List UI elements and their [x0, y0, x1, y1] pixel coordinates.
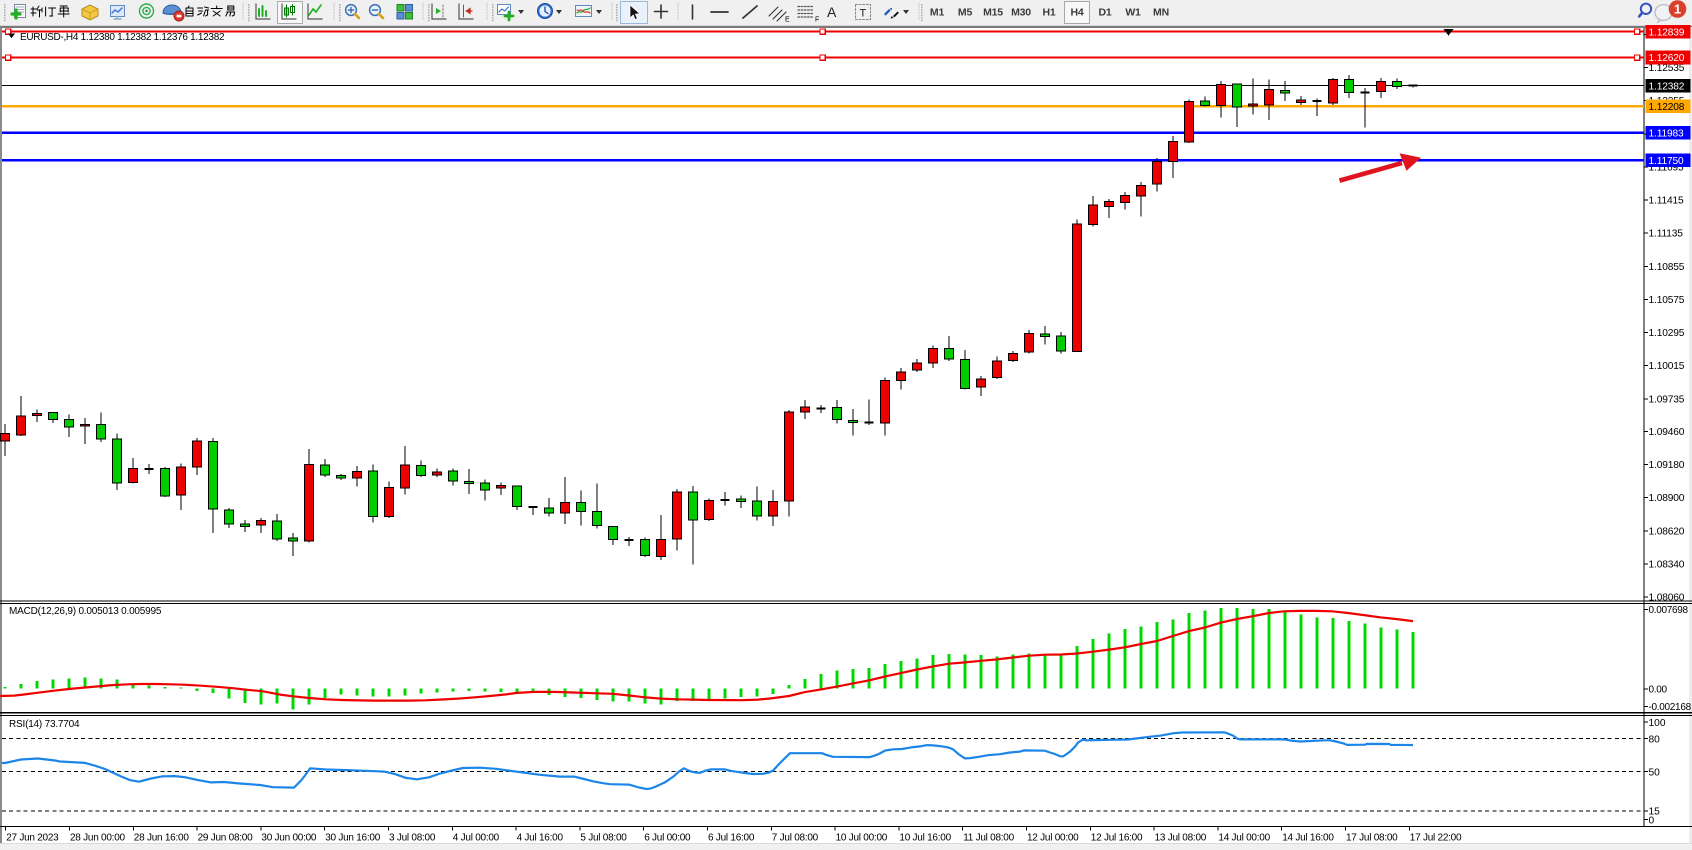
svg-text:M5: M5: [958, 7, 973, 19]
svg-text:M1: M1: [930, 7, 945, 19]
svg-text:1.10855: 1.10855: [1649, 262, 1685, 273]
svg-text:1.12382: 1.12382: [1649, 81, 1685, 92]
svg-text:MN: MN: [1153, 7, 1169, 19]
svg-text:14 Jul 16:00: 14 Jul 16:00: [1282, 833, 1334, 844]
svg-text:1.12839: 1.12839: [1649, 27, 1685, 38]
svg-text:EURUSD-,H4 1.12380 1.12382 1.: EURUSD-,H4 1.12380 1.12382 1.12376 1.123…: [20, 32, 225, 43]
svg-text:12 Jul 16:00: 12 Jul 16:00: [1091, 833, 1143, 844]
svg-text:4 Jul 16:00: 4 Jul 16:00: [517, 833, 564, 844]
svg-text:M15: M15: [983, 7, 1003, 19]
svg-text:1.10295: 1.10295: [1649, 328, 1685, 339]
svg-text:1.12620: 1.12620: [1649, 53, 1685, 64]
svg-text:17 Jul 08:00: 17 Jul 08:00: [1346, 833, 1398, 844]
svg-text:H1: H1: [1042, 7, 1055, 19]
svg-text:1.10575: 1.10575: [1649, 295, 1685, 306]
svg-text:E: E: [785, 17, 790, 24]
svg-text:50: 50: [1649, 767, 1661, 778]
svg-text:30 Jun 16:00: 30 Jun 16:00: [325, 833, 381, 844]
svg-text:0.007698: 0.007698: [1649, 605, 1689, 616]
svg-text:30 Jun 00:00: 30 Jun 00:00: [261, 833, 317, 844]
svg-text:15: 15: [1649, 807, 1661, 818]
svg-text:1.08060: 1.08060: [1649, 593, 1685, 604]
svg-text:1.11415: 1.11415: [1649, 196, 1685, 207]
svg-text:6 Jul 00:00: 6 Jul 00:00: [644, 833, 691, 844]
svg-text:1.11135: 1.11135: [1649, 229, 1684, 240]
svg-text:0: 0: [1649, 815, 1655, 826]
svg-text:17 Jul 22:00: 17 Jul 22:00: [1410, 833, 1462, 844]
svg-text:1.10015: 1.10015: [1649, 361, 1685, 372]
svg-text:7 Jul 08:00: 7 Jul 08:00: [772, 833, 819, 844]
svg-text:6 Jul 16:00: 6 Jul 16:00: [708, 833, 755, 844]
svg-text:1.11750: 1.11750: [1649, 156, 1685, 167]
svg-text:10 Jul 00:00: 10 Jul 00:00: [836, 833, 888, 844]
svg-text:RSI(14) 73.7704: RSI(14) 73.7704: [9, 719, 80, 730]
svg-text:29 Jun 08:00: 29 Jun 08:00: [198, 833, 254, 844]
svg-text:W1: W1: [1125, 7, 1141, 19]
svg-text:H4: H4: [1070, 7, 1083, 19]
svg-text:-0.002168: -0.002168: [1649, 702, 1692, 713]
svg-text:12 Jul 00:00: 12 Jul 00:00: [1027, 833, 1079, 844]
svg-text:13 Jul 08:00: 13 Jul 08:00: [1155, 833, 1207, 844]
svg-text:10 Jul 16:00: 10 Jul 16:00: [899, 833, 951, 844]
svg-text:MACD(12,26,9) 0.005013 0.00599: MACD(12,26,9) 0.005013 0.005995: [9, 606, 162, 617]
svg-text:1.09180: 1.09180: [1649, 460, 1685, 471]
svg-text:1.12535: 1.12535: [1649, 63, 1685, 74]
svg-text:1.08340: 1.08340: [1649, 559, 1685, 570]
svg-text:28 Jun 16:00: 28 Jun 16:00: [134, 833, 190, 844]
svg-text:M30: M30: [1011, 7, 1031, 19]
svg-text:1.08900: 1.08900: [1649, 493, 1685, 504]
svg-text:1.12208: 1.12208: [1649, 102, 1685, 113]
svg-text:27 Jun 2023: 27 Jun 2023: [6, 833, 59, 844]
svg-text:T: T: [860, 8, 867, 20]
svg-text:1.08620: 1.08620: [1649, 526, 1685, 537]
svg-text:28 Jun 00:00: 28 Jun 00:00: [70, 833, 126, 844]
svg-text:14 Jul 00:00: 14 Jul 00:00: [1218, 833, 1270, 844]
svg-text:1.11983: 1.11983: [1649, 129, 1685, 140]
svg-text:1: 1: [1674, 2, 1681, 17]
svg-text:1.09460: 1.09460: [1649, 427, 1685, 438]
svg-text:0.00: 0.00: [1649, 685, 1668, 696]
svg-text:F: F: [815, 17, 819, 24]
svg-text:A: A: [827, 4, 837, 20]
svg-text:80: 80: [1649, 734, 1661, 745]
svg-text:1.09735: 1.09735: [1649, 394, 1685, 405]
svg-text:D1: D1: [1098, 7, 1111, 19]
svg-text:3 Jul 08:00: 3 Jul 08:00: [389, 833, 436, 844]
svg-text:5 Jul 08:00: 5 Jul 08:00: [580, 833, 627, 844]
svg-text:11 Jul 08:00: 11 Jul 08:00: [963, 833, 1014, 844]
svg-text:100: 100: [1649, 718, 1666, 729]
svg-text:1.11695: 1.11695: [1649, 162, 1685, 173]
svg-text:4 Jul 00:00: 4 Jul 00:00: [453, 833, 500, 844]
